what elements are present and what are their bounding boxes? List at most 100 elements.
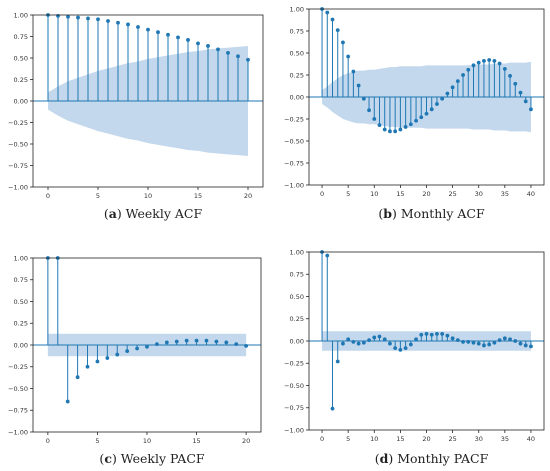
- stem-marker: [403, 125, 408, 129]
- stem-marker: [116, 20, 120, 25]
- stem-marker: [156, 30, 160, 35]
- stem-marker: [492, 340, 497, 345]
- y-tick-label: 0.00: [290, 337, 304, 345]
- stem-marker: [487, 58, 492, 62]
- stem-marker: [440, 331, 445, 336]
- stem-marker: [244, 343, 249, 348]
- stem-marker: [164, 340, 169, 345]
- x-tick-label: 0: [320, 190, 324, 198]
- y-tick-label: 0.25: [290, 315, 304, 323]
- caption-paren-open: (: [378, 206, 383, 221]
- caption-paren-close: ): [112, 451, 121, 466]
- x-tick-label: 15: [396, 190, 404, 198]
- caption-letter: d: [380, 451, 389, 466]
- x-tick-label: 35: [501, 190, 509, 198]
- y-tick-label: −0.25: [8, 363, 28, 371]
- y-tick-label: 1.00: [290, 248, 304, 256]
- stem-marker: [196, 41, 200, 46]
- stem-marker: [214, 339, 219, 344]
- stem-marker: [325, 10, 330, 15]
- stem-marker: [508, 73, 512, 78]
- stem-marker: [106, 19, 110, 23]
- y-tick-label: 0.75: [290, 271, 304, 279]
- x-tick-label: 5: [346, 435, 350, 443]
- panel-caption: (a) Weekly ACF: [104, 206, 203, 221]
- stem-marker: [455, 338, 460, 343]
- stem-marker: [424, 111, 429, 116]
- stem-marker: [65, 399, 70, 404]
- stem-marker: [408, 122, 413, 127]
- stem-marker: [523, 343, 528, 348]
- stem-marker: [476, 341, 481, 346]
- y-tick-label: 0.50: [290, 49, 304, 57]
- x-tick-label: 40: [527, 190, 535, 198]
- stem-marker: [341, 40, 345, 45]
- stem-marker: [155, 342, 159, 347]
- x-tick-label: 0: [46, 192, 50, 200]
- stem-marker: [408, 342, 413, 347]
- stem-marker: [513, 339, 518, 343]
- stem-marker: [445, 333, 450, 338]
- stem-marker: [135, 346, 139, 351]
- stem-marker: [377, 123, 382, 128]
- stem-marker: [85, 364, 90, 369]
- stem-marker: [372, 335, 377, 340]
- y-tick-label: −0.75: [284, 159, 304, 167]
- stem-marker: [351, 339, 356, 344]
- stem-marker: [518, 90, 523, 95]
- caption-paren-close: ): [392, 206, 401, 221]
- stem-marker: [435, 331, 439, 336]
- caption-letter: b: [383, 206, 392, 221]
- stem-marker: [115, 352, 120, 357]
- y-tick-label: −0.50: [8, 140, 28, 148]
- stem-marker: [246, 57, 250, 62]
- stem-marker: [186, 38, 190, 42]
- stem-marker: [424, 331, 429, 336]
- stem-marker: [440, 96, 445, 101]
- stem-marker: [398, 127, 403, 132]
- caption-paren-open: (: [375, 451, 380, 466]
- chart-panel-b: −1.00 −0.75 −0.50 −0.25 0.00 0.25 0.50 0.75 1.00…: [284, 5, 545, 221]
- stem-marker: [367, 338, 371, 343]
- stem-marker: [414, 337, 418, 342]
- stem-marker: [126, 22, 130, 27]
- stem-marker: [351, 69, 356, 74]
- y-tick-label: 1.00: [290, 5, 304, 13]
- stem-marker: [502, 66, 507, 71]
- stem-marker: [398, 348, 403, 352]
- caption-text: Weekly ACF: [126, 206, 203, 221]
- x-tick-label: 10: [370, 190, 378, 198]
- x-tick-label: 0: [320, 435, 324, 443]
- stem-marker: [523, 99, 528, 104]
- stem-marker: [445, 91, 450, 96]
- stem-marker: [518, 341, 523, 346]
- x-tick-label: 35: [501, 435, 509, 443]
- stem-marker: [226, 50, 230, 55]
- y-tick-label: −1.00: [8, 183, 28, 191]
- stem-marker: [382, 337, 387, 342]
- caption-paren-open: (: [99, 451, 104, 466]
- caption-text: Weekly PACF: [121, 451, 205, 466]
- y-tick-label: 0.25: [14, 320, 28, 328]
- y-tick-label: −0.75: [8, 407, 28, 415]
- y-tick-label: 0.25: [290, 71, 304, 79]
- x-tick-label: 25: [448, 435, 456, 443]
- x-tick-label: 10: [370, 435, 378, 443]
- y-tick-label: −1.00: [284, 426, 304, 434]
- x-tick-label: 25: [448, 190, 456, 198]
- stem-marker: [419, 332, 424, 337]
- y-tick-label: 0.75: [14, 276, 28, 284]
- stem-marker: [393, 129, 398, 134]
- stem-marker: [224, 340, 229, 345]
- stem-marker: [403, 346, 408, 351]
- stem-marker: [194, 338, 199, 343]
- y-tick-label: 0.50: [14, 54, 28, 62]
- stem-marker: [388, 341, 392, 346]
- stem-marker: [361, 96, 366, 101]
- stem-marker: [508, 337, 512, 342]
- y-tick-label: 0.00: [290, 93, 304, 101]
- stem-marker: [476, 60, 481, 65]
- x-tick-label: 5: [95, 437, 99, 445]
- chart-panel-c: −1.00 −0.75 −0.50 −0.25 0.00 0.25 0.50 0.75 1.00…: [8, 254, 262, 466]
